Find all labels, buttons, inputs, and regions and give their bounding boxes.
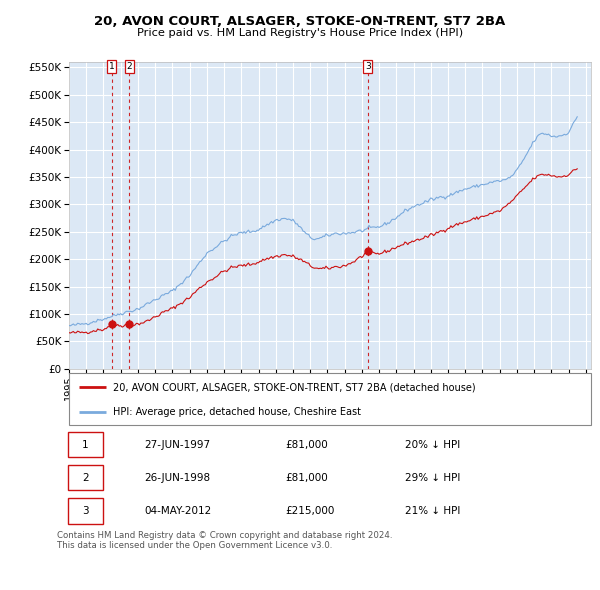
FancyBboxPatch shape bbox=[68, 466, 103, 490]
Text: 3: 3 bbox=[82, 506, 89, 516]
Text: Contains HM Land Registry data © Crown copyright and database right 2024.
This d: Contains HM Land Registry data © Crown c… bbox=[57, 531, 392, 550]
FancyBboxPatch shape bbox=[68, 499, 103, 523]
Text: £81,000: £81,000 bbox=[285, 440, 328, 450]
Text: 20, AVON COURT, ALSAGER, STOKE-ON-TRENT, ST7 2BA: 20, AVON COURT, ALSAGER, STOKE-ON-TRENT,… bbox=[94, 15, 506, 28]
Text: 2: 2 bbox=[82, 473, 89, 483]
Text: HPI: Average price, detached house, Cheshire East: HPI: Average price, detached house, Ches… bbox=[113, 407, 361, 417]
FancyBboxPatch shape bbox=[69, 373, 591, 425]
Text: £215,000: £215,000 bbox=[285, 506, 334, 516]
Text: Price paid vs. HM Land Registry's House Price Index (HPI): Price paid vs. HM Land Registry's House … bbox=[137, 28, 463, 38]
Text: 1: 1 bbox=[82, 440, 89, 450]
Text: 1: 1 bbox=[109, 62, 115, 71]
FancyBboxPatch shape bbox=[68, 432, 103, 457]
Text: 3: 3 bbox=[365, 62, 371, 71]
Text: 20, AVON COURT, ALSAGER, STOKE-ON-TRENT, ST7 2BA (detached house): 20, AVON COURT, ALSAGER, STOKE-ON-TRENT,… bbox=[113, 382, 476, 392]
Text: 2: 2 bbox=[127, 62, 132, 71]
Text: 20% ↓ HPI: 20% ↓ HPI bbox=[404, 440, 460, 450]
Text: 27-JUN-1997: 27-JUN-1997 bbox=[144, 440, 210, 450]
Text: 21% ↓ HPI: 21% ↓ HPI bbox=[404, 506, 460, 516]
Text: £81,000: £81,000 bbox=[285, 473, 328, 483]
Text: 26-JUN-1998: 26-JUN-1998 bbox=[144, 473, 210, 483]
Text: 29% ↓ HPI: 29% ↓ HPI bbox=[404, 473, 460, 483]
Text: 04-MAY-2012: 04-MAY-2012 bbox=[144, 506, 211, 516]
